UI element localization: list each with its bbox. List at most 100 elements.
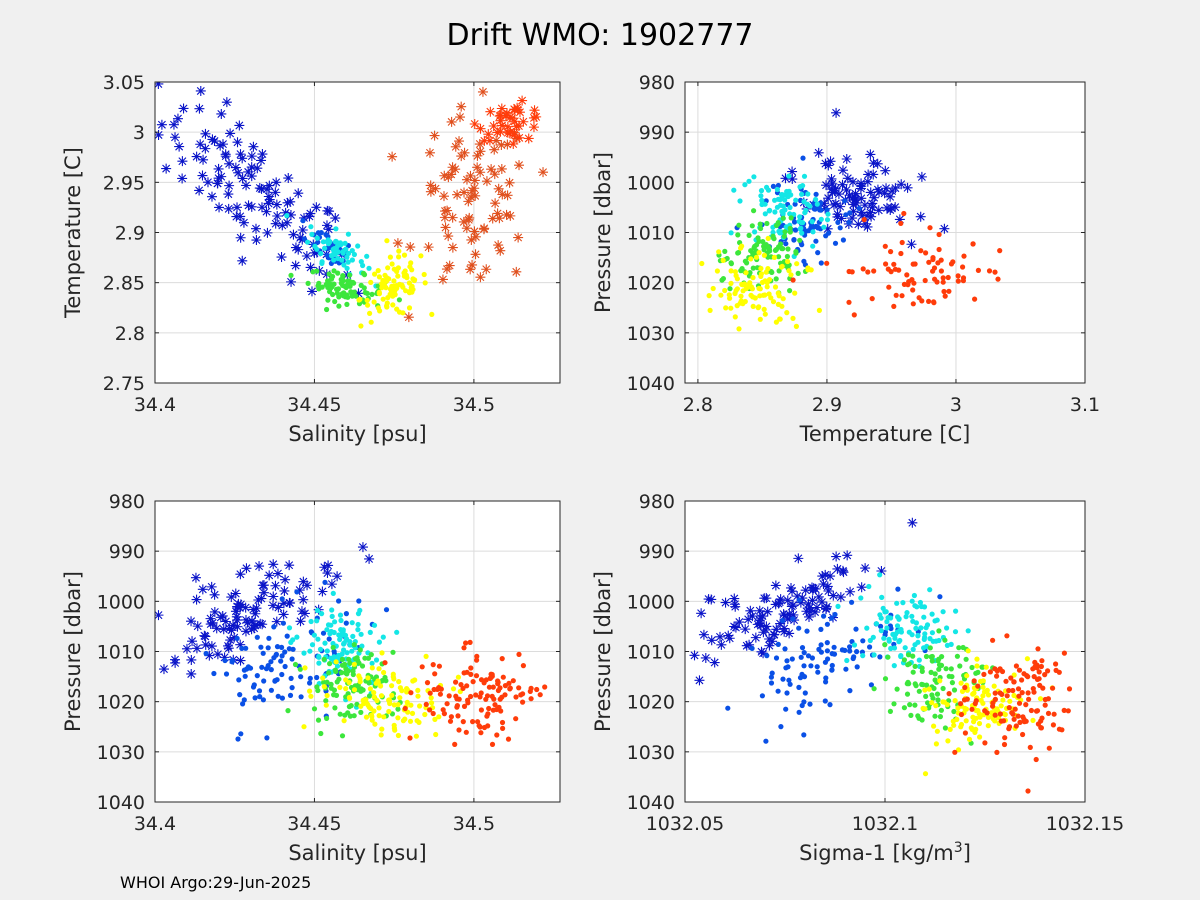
data-point-star — [531, 111, 542, 122]
data-point-dot — [728, 268, 734, 274]
data-point-dot — [763, 738, 769, 744]
data-point-star — [869, 192, 880, 203]
data-point-star — [720, 597, 731, 608]
data-point-dot — [831, 644, 837, 650]
data-point-star — [190, 572, 201, 583]
data-point-star — [896, 179, 907, 190]
data-point-dot — [340, 249, 346, 255]
data-point-dot — [347, 272, 353, 278]
data-point-dot — [395, 273, 401, 279]
data-point-dot — [945, 274, 951, 281]
data-point-dot — [429, 311, 435, 317]
data-point-dot — [369, 291, 375, 297]
data-point-dot — [742, 182, 748, 188]
data-point-dot — [300, 218, 306, 224]
data-point-dot — [260, 650, 266, 656]
data-point-dot — [775, 641, 781, 648]
x-tick-label: 34.5 — [453, 394, 495, 416]
data-point-dot — [298, 694, 304, 700]
data-point-dot — [318, 250, 324, 257]
data-point-star — [387, 151, 398, 162]
data-point-dot — [906, 279, 912, 285]
data-point-dot — [927, 636, 933, 642]
data-point-dot — [448, 714, 454, 720]
data-point-dot — [938, 257, 944, 263]
data-point-dot — [347, 713, 353, 719]
x-tick-label: 34.45 — [287, 394, 341, 416]
data-point-dot — [948, 666, 954, 672]
data-point-dot — [331, 268, 337, 274]
data-point-star — [429, 130, 440, 141]
data-point-dot — [288, 675, 294, 682]
data-point-star — [297, 225, 308, 236]
data-point-dot — [337, 684, 343, 691]
data-point-star — [842, 550, 853, 561]
data-point-dot — [356, 297, 362, 303]
data-point-dot — [345, 231, 351, 237]
data-point-dot — [757, 316, 763, 322]
data-point-star — [250, 608, 261, 619]
data-point-dot — [947, 726, 953, 733]
data-point-dot — [992, 690, 998, 696]
data-point-dot — [787, 204, 793, 211]
data-point-dot — [271, 624, 277, 630]
data-point-star — [187, 636, 198, 647]
data-point-star — [770, 599, 781, 610]
data-point-star — [740, 624, 751, 635]
data-point-star — [200, 128, 211, 139]
data-point-dot — [798, 225, 804, 231]
data-point-dot — [797, 675, 804, 681]
data-point-dot — [877, 612, 883, 618]
data-point-dot — [738, 245, 744, 251]
data-point-dot — [349, 248, 355, 254]
data-point-dot — [964, 673, 970, 679]
data-point-dot — [810, 243, 816, 249]
data-point-dot — [938, 662, 945, 669]
data-point-star — [488, 121, 499, 132]
data-point-star — [816, 597, 827, 608]
data-point-star — [283, 173, 294, 184]
data-point-dot — [842, 198, 848, 204]
data-point-dot — [780, 211, 786, 217]
data-point-dot — [969, 726, 975, 733]
x-tick-label: 34.4 — [134, 813, 176, 835]
data-point-dot — [868, 682, 875, 688]
data-point-star — [841, 153, 852, 164]
x-axis-label: Salinity [psu] — [288, 841, 426, 865]
data-point-star — [820, 604, 831, 615]
data-point-dot — [801, 173, 808, 179]
data-point-star — [915, 211, 926, 222]
data-point-star — [317, 586, 328, 597]
data-point-star — [505, 126, 516, 137]
data-point-dot — [1011, 716, 1017, 722]
data-point-star — [513, 120, 524, 131]
data-point-star — [228, 620, 239, 631]
data-point-dot — [769, 269, 775, 275]
data-point-star — [758, 648, 769, 659]
data-point-dot — [746, 232, 752, 238]
data-point-star — [538, 167, 549, 178]
data-point-star — [813, 591, 824, 602]
data-point-dot — [242, 673, 248, 679]
data-point-dot — [971, 678, 977, 684]
data-point-star — [490, 198, 501, 209]
data-point-star — [768, 629, 779, 640]
data-point-star — [780, 173, 791, 184]
data-point-dot — [777, 316, 783, 322]
data-point-star — [192, 621, 203, 632]
data-point-dot — [892, 631, 899, 637]
data-point-dot — [386, 708, 392, 715]
data-point-dot — [786, 173, 792, 179]
data-point-star — [825, 156, 836, 167]
data-point-dot — [478, 707, 484, 713]
data-point-dot — [948, 261, 955, 267]
data-point-star — [743, 614, 754, 625]
data-point-dot — [371, 694, 377, 700]
data-point-dot — [818, 260, 824, 266]
data-point-dot — [766, 277, 773, 283]
data-point-dot — [385, 265, 391, 271]
data-point-dot — [735, 250, 741, 256]
data-point-star — [232, 137, 243, 148]
data-point-star — [752, 619, 763, 630]
data-point-star — [801, 606, 812, 617]
